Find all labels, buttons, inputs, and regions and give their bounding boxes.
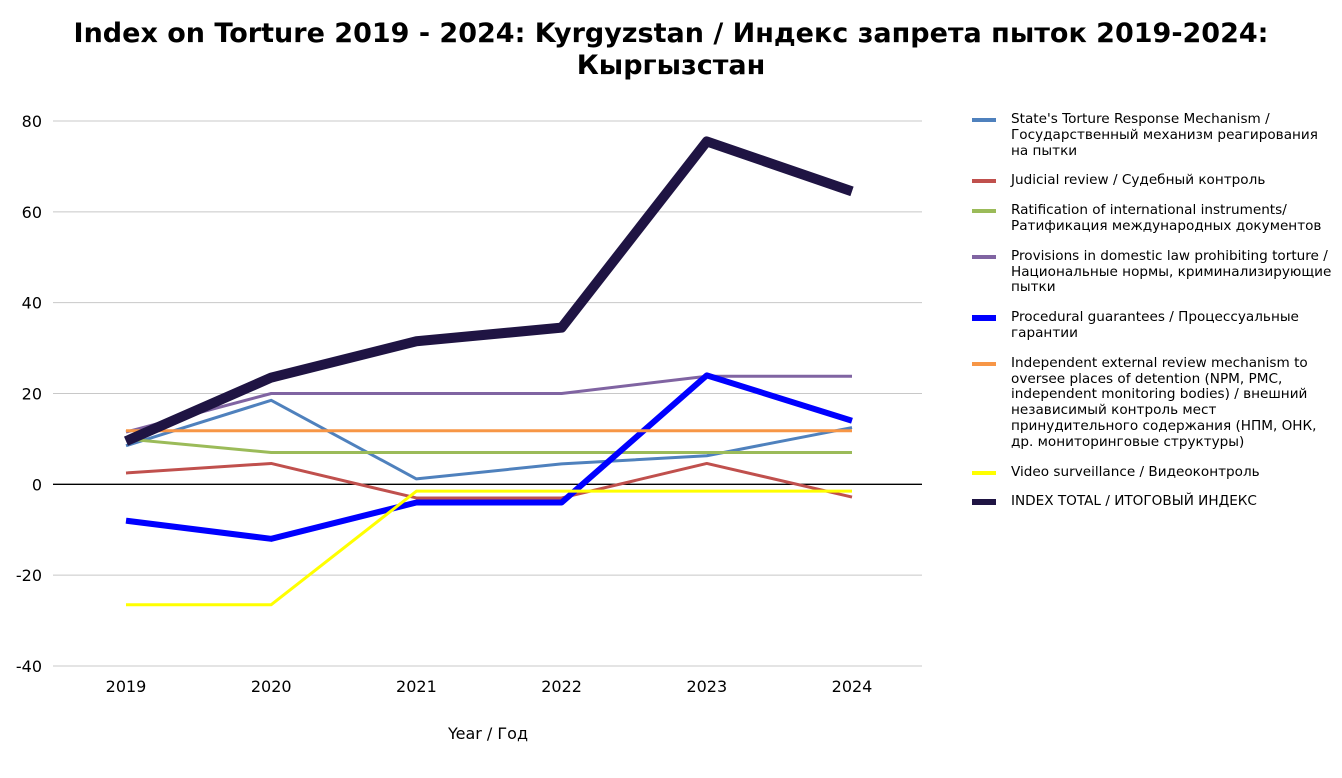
- series-lines: [123, 136, 854, 607]
- x-tick-label: 2020: [251, 677, 292, 696]
- y-tick-label: 40: [22, 294, 42, 313]
- series-line-5: [125, 372, 853, 542]
- x-axis-label: Year / Год: [447, 724, 528, 743]
- legend-label: Procedural guarantees / Процессуальные г…: [1011, 309, 1299, 341]
- legend-label: Provisions in domestic law prohibiting t…: [1011, 247, 1332, 296]
- x-tick-label: 2022: [541, 677, 582, 696]
- series-line-2: [125, 461, 853, 500]
- y-axis-ticks: 80 60 40 20 0 -20 -40: [16, 112, 42, 676]
- x-tick-label: 2019: [106, 677, 147, 696]
- legend-swatch: [972, 470, 996, 475]
- legend: State's Torture Response Mechanism / Гос…: [972, 111, 1332, 524]
- legend-item: Ratification of international instrument…: [972, 202, 1332, 235]
- legend-item: Provisions in domestic law prohibiting t…: [972, 247, 1332, 296]
- x-tick-label: 2021: [396, 677, 437, 696]
- x-axis-ticks: 2019 2020 2021 2022 2023 2024: [106, 677, 873, 696]
- series-line-4: [125, 374, 852, 434]
- y-tick-label: 0: [32, 475, 42, 494]
- legend-label: Independent external review mechanism to…: [1011, 354, 1317, 450]
- legend-swatch: [972, 254, 996, 259]
- x-tick-label: 2024: [832, 677, 873, 696]
- legend-swatch: [972, 499, 996, 506]
- legend-item: Judicial review / Судебный контроль: [972, 172, 1332, 189]
- legend-item: Procedural guarantees / Процессуальные г…: [972, 309, 1332, 342]
- legend-swatch: [972, 315, 996, 322]
- legend-item: State's Torture Response Mechanism / Гос…: [972, 111, 1332, 159]
- legend-item: Video surveillance / Видеоконтроль: [972, 463, 1332, 481]
- y-tick-label: -40: [16, 657, 42, 676]
- legend-label: Judicial review / Судебный контроль: [1011, 172, 1266, 189]
- legend-item: Independent external review mechanism to…: [972, 354, 1332, 451]
- legend-label: Ratification of international instrument…: [1011, 202, 1322, 234]
- legend-swatch: [972, 361, 996, 366]
- series-line-8: [123, 136, 854, 446]
- series-line-3: [125, 437, 852, 455]
- y-tick-label: 80: [22, 112, 42, 131]
- series-line-1: [125, 398, 853, 481]
- y-tick-label: 60: [22, 203, 42, 222]
- legend-item: INDEX TOTAL / ИТОГОВЫЙ ИНДЕКС: [972, 493, 1332, 510]
- chart-title: Index on Torture 2019 - 2024: Kyrgyzstan…: [73, 18, 1269, 81]
- legend-label: Video surveillance / Видеоконтроль: [1011, 463, 1260, 480]
- series-line-7: [126, 489, 852, 607]
- gridlines: [53, 120, 922, 667]
- y-tick-label: -20: [16, 566, 42, 585]
- legend-swatch: [972, 209, 996, 214]
- legend-label: INDEX TOTAL / ИТОГОВЫЙ ИНДЕКС: [1011, 493, 1257, 510]
- x-tick-label: 2023: [686, 677, 727, 696]
- legend-label: State's Torture Response Mechanism / Гос…: [1011, 111, 1318, 159]
- legend-swatch: [972, 118, 996, 122]
- y-tick-label: 20: [22, 385, 42, 404]
- legend-swatch: [972, 179, 996, 184]
